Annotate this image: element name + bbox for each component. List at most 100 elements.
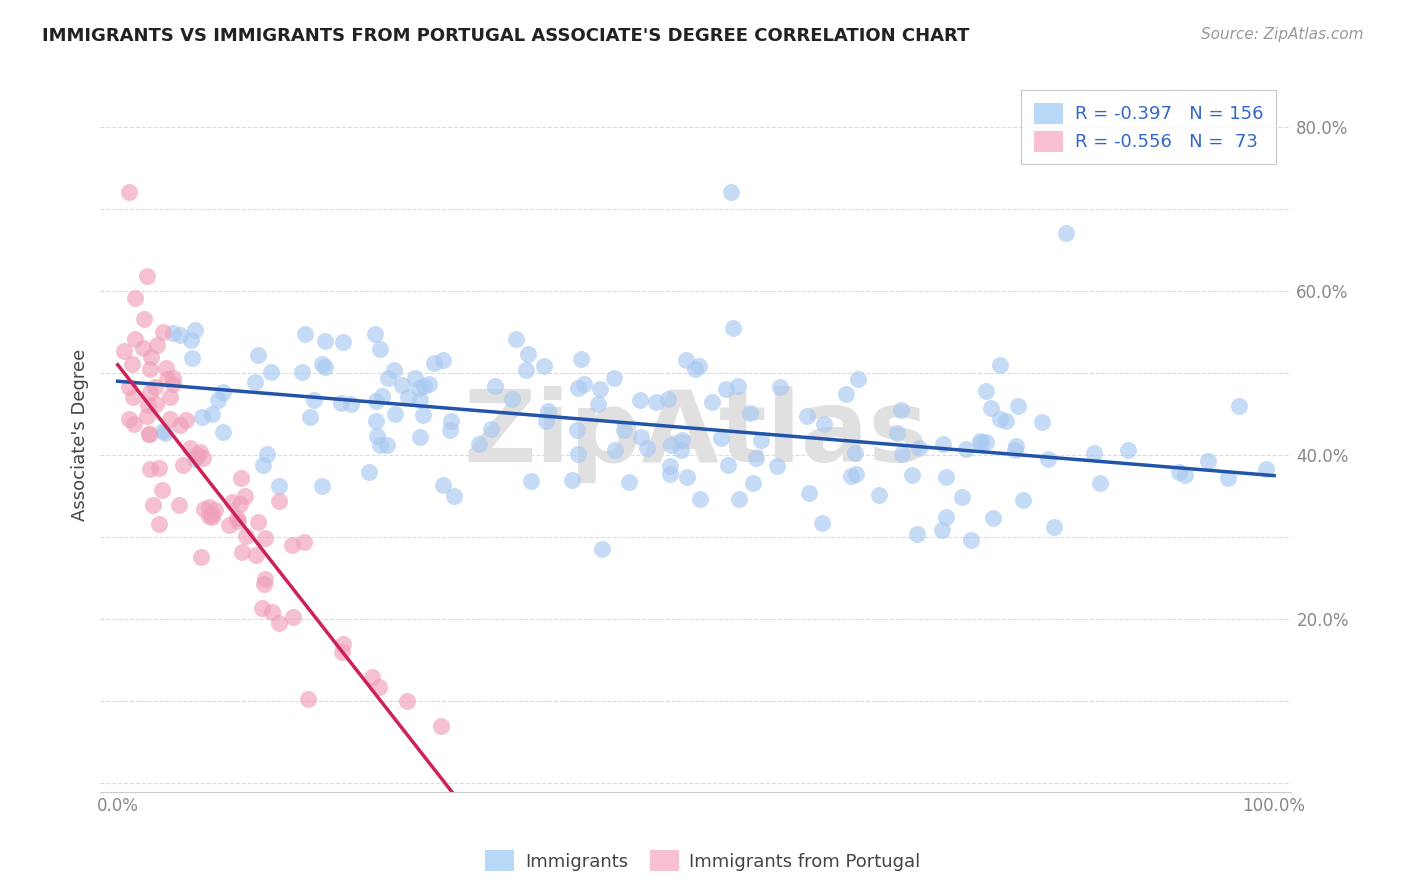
Point xyxy=(292,534,315,549)
Point xyxy=(931,523,953,537)
Point xyxy=(841,469,863,483)
Point xyxy=(738,406,761,420)
Point xyxy=(311,479,333,493)
Point xyxy=(124,291,146,305)
Point xyxy=(561,473,583,487)
Point xyxy=(567,447,589,461)
Point xyxy=(254,531,277,545)
Point xyxy=(135,269,157,284)
Point xyxy=(124,331,146,345)
Point xyxy=(183,323,205,337)
Point xyxy=(565,423,588,437)
Point xyxy=(366,428,388,442)
Point xyxy=(702,394,724,409)
Point xyxy=(1031,415,1053,429)
Point xyxy=(1007,399,1029,413)
Point xyxy=(1216,470,1239,484)
Point xyxy=(1174,467,1197,482)
Point xyxy=(330,645,353,659)
Point xyxy=(136,409,159,424)
Point xyxy=(1256,461,1278,475)
Point xyxy=(260,365,283,379)
Point xyxy=(404,370,426,384)
Point xyxy=(905,526,928,541)
Point xyxy=(143,379,166,393)
Point xyxy=(481,422,503,436)
Point xyxy=(1088,476,1111,491)
Point xyxy=(1229,399,1251,413)
Point xyxy=(520,474,543,488)
Point xyxy=(132,341,155,355)
Point xyxy=(118,380,141,394)
Point xyxy=(901,468,924,483)
Point xyxy=(988,412,1011,426)
Point xyxy=(297,692,319,706)
Point xyxy=(412,408,434,422)
Point xyxy=(1036,452,1059,467)
Point xyxy=(589,382,612,396)
Point xyxy=(659,459,682,474)
Point xyxy=(169,498,191,512)
Point xyxy=(484,379,506,393)
Point xyxy=(813,417,835,432)
Point xyxy=(534,414,557,428)
Point xyxy=(184,452,207,467)
Point xyxy=(132,311,155,326)
Legend: R = -0.397   N = 156, R = -0.556   N =  73: R = -0.397 N = 156, R = -0.556 N = 73 xyxy=(1021,90,1277,164)
Point xyxy=(981,511,1004,525)
Point xyxy=(311,357,333,371)
Point xyxy=(112,344,135,359)
Point xyxy=(191,450,214,465)
Point xyxy=(955,442,977,457)
Point xyxy=(952,490,974,504)
Point xyxy=(332,335,354,350)
Point xyxy=(361,670,384,684)
Point xyxy=(683,361,706,376)
Point xyxy=(908,441,931,455)
Point xyxy=(233,489,256,503)
Point xyxy=(501,392,523,406)
Point xyxy=(193,502,215,516)
Point xyxy=(603,371,626,385)
Text: ZipAtlas: ZipAtlas xyxy=(464,386,928,483)
Point xyxy=(221,495,243,509)
Point xyxy=(969,434,991,448)
Point xyxy=(145,338,167,352)
Point xyxy=(745,450,768,465)
Legend: Immigrants, Immigrants from Portugal: Immigrants, Immigrants from Portugal xyxy=(478,843,928,879)
Point xyxy=(676,470,699,484)
Point xyxy=(422,356,444,370)
Point xyxy=(533,359,555,373)
Point xyxy=(150,483,173,497)
Point xyxy=(886,426,908,441)
Point xyxy=(845,467,868,482)
Point xyxy=(152,325,174,339)
Point xyxy=(159,390,181,404)
Point xyxy=(262,605,284,619)
Point xyxy=(890,403,912,417)
Point xyxy=(256,447,278,461)
Point xyxy=(717,458,740,472)
Point xyxy=(669,442,692,457)
Point xyxy=(330,396,353,410)
Point xyxy=(280,538,302,552)
Point xyxy=(395,694,418,708)
Point xyxy=(314,334,336,348)
Point xyxy=(603,442,626,457)
Point xyxy=(118,186,141,200)
Point xyxy=(846,372,869,386)
Point xyxy=(204,502,226,516)
Point xyxy=(172,458,194,472)
Point xyxy=(970,436,993,450)
Point xyxy=(153,426,176,441)
Text: Source: ZipAtlas.com: Source: ZipAtlas.com xyxy=(1201,27,1364,42)
Point xyxy=(169,328,191,343)
Point xyxy=(190,550,212,565)
Point xyxy=(1083,446,1105,460)
Point xyxy=(121,358,143,372)
Point xyxy=(689,491,711,506)
Point xyxy=(440,414,463,428)
Point xyxy=(811,516,834,531)
Point xyxy=(418,376,440,391)
Point xyxy=(180,334,202,348)
